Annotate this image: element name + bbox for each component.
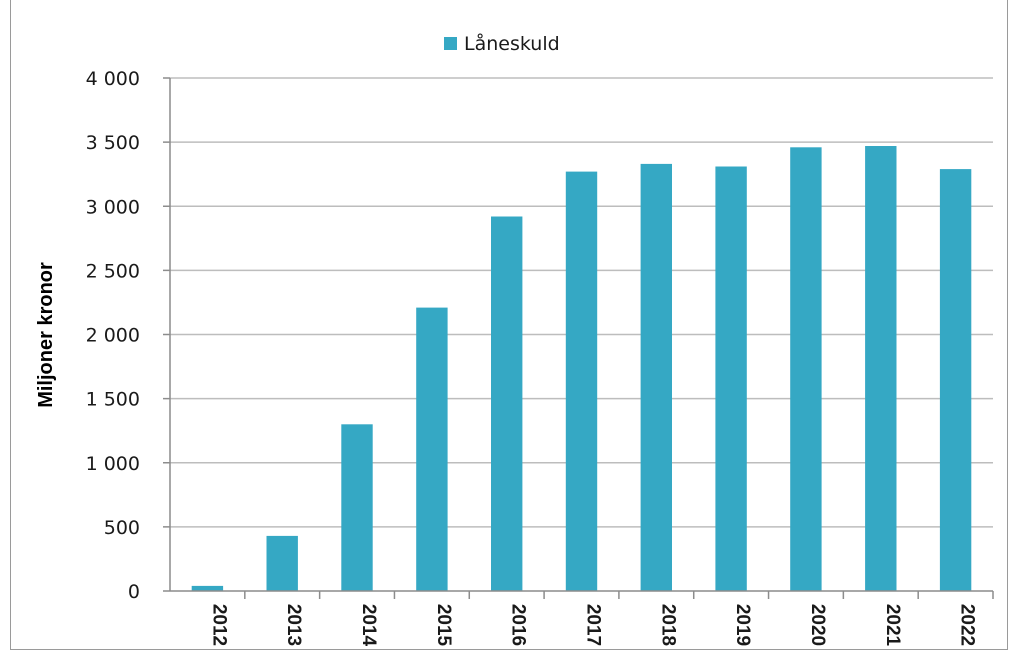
bar-2020 <box>790 147 822 592</box>
axes <box>169 78 994 599</box>
bar-2013 <box>266 535 298 591</box>
bar-2016 <box>491 216 523 591</box>
chart-frame <box>10 0 1008 650</box>
x-tick-label: 2013 <box>283 604 304 646</box>
bar-2018 <box>640 163 672 591</box>
bar-2019 <box>715 166 747 591</box>
bar-2012 <box>191 585 224 591</box>
x-tick-label: 2016 <box>508 604 529 646</box>
y-axis-label: Miljoner kronor <box>35 262 57 408</box>
y-tick-labels: 0 500 1 000 1 500 2 000 2 500 3 000 3 500 4 000 <box>86 68 140 603</box>
bar-2021 <box>865 146 897 591</box>
y-tick-label: 0 <box>128 581 140 603</box>
bar-2015 <box>416 307 448 591</box>
x-tick-label: 2019 <box>732 604 753 646</box>
x-tick-label: 2018 <box>657 604 678 646</box>
x-tick-label: 2015 <box>433 604 454 647</box>
x-tick-label: 2021 <box>882 604 903 647</box>
x-tick-label: 2017 <box>583 604 604 646</box>
bars <box>191 146 972 592</box>
x-tick-labels: 2012 2013 2014 2015 2016 2017 2018 2019 2020 2021… <box>208 604 977 647</box>
y-tick-label: 3 000 <box>86 196 140 218</box>
y-tick-label: 2 500 <box>86 260 140 282</box>
x-tick-label: 2022 <box>957 604 978 646</box>
bar-2022 <box>939 169 972 591</box>
bar-2017 <box>565 171 598 591</box>
legend: Låneskuld <box>444 32 560 55</box>
y-tick-label: 1 000 <box>86 453 140 475</box>
x-tick-label: 2012 <box>208 604 229 646</box>
bar-2014 <box>341 424 373 591</box>
y-tick-label: 2 000 <box>86 325 140 347</box>
y-tick-label: 1 500 <box>86 389 140 411</box>
legend-swatch <box>444 37 457 50</box>
y-tick-label: 3 500 <box>86 132 140 154</box>
x-tick-label: 2020 <box>807 604 828 646</box>
x-tick-label: 2014 <box>358 604 379 647</box>
legend-label: Låneskuld <box>464 32 560 55</box>
y-tick-label: 500 <box>104 517 140 539</box>
y-tick-label: 4 000 <box>86 68 140 90</box>
